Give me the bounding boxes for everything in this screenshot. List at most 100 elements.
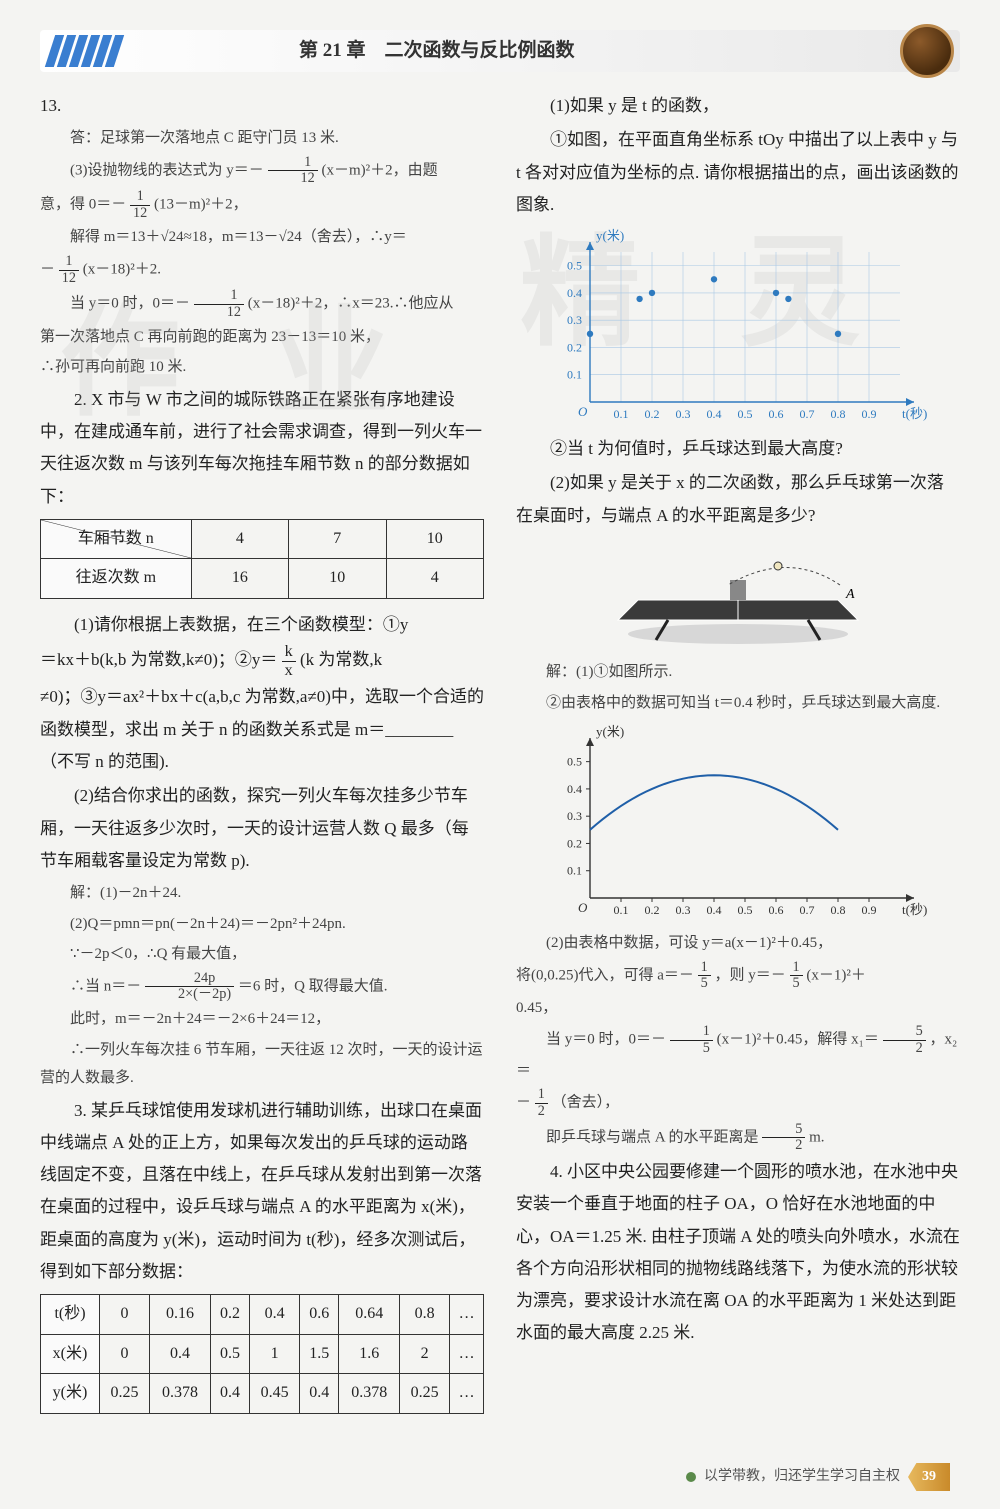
cell: 0 xyxy=(100,1295,150,1334)
solution: 解：(1)①如图所示. xyxy=(516,658,960,687)
text: － 112 (x－18)²＋2. xyxy=(40,254,484,286)
cell: 7 xyxy=(289,519,386,558)
text: 解得 m＝13＋√24≈18，m＝13－√24（舍去），∴y＝ xyxy=(40,223,484,252)
solution: 将(0,0.25)代入，可得 a＝－ 15 ，则 y＝－ 15 (x－1)²＋ xyxy=(516,960,960,992)
text: 意，得 0＝－ 112 (13－m)²＋2， xyxy=(40,189,484,221)
cell: … xyxy=(450,1295,484,1334)
svg-text:0.7: 0.7 xyxy=(800,407,815,421)
page-footer: 以学带教，归还学生学习自主权 39 xyxy=(686,1463,950,1491)
svg-text:0.2: 0.2 xyxy=(645,407,660,421)
cell: 1 xyxy=(250,1334,300,1373)
text: (1)如果 y 是 t 的函数， xyxy=(516,90,960,122)
cell: t(秒) xyxy=(41,1295,100,1334)
cell: 0.4 xyxy=(300,1374,339,1413)
table-train: 车厢节数 n 4 7 10 往返次数 m 16 10 4 xyxy=(40,519,484,599)
problem-3: 3. 某乒乓球馆使用发球机进行辅助训练，出球口在桌面中线端点 A 处的正上方，如… xyxy=(40,1095,484,1289)
problem-4: 4. 小区中央公园要修建一个圆形的喷水池，在水池中央安装一个垂直于地面的柱子 O… xyxy=(516,1156,960,1350)
cell: 0.5 xyxy=(210,1334,249,1373)
text: 13. xyxy=(40,90,484,122)
cell: 1.6 xyxy=(339,1334,400,1373)
cell: 4 xyxy=(386,559,483,598)
cell: … xyxy=(450,1334,484,1373)
chapter-header: 第 21 章 二次函数与反比例函数 xyxy=(40,30,960,72)
svg-text:0.3: 0.3 xyxy=(676,407,691,421)
svg-text:0.6: 0.6 xyxy=(769,903,784,917)
page: 第 21 章 二次函数与反比例函数 作 业 精 灵 13. 答：足球第一次落地点… xyxy=(40,30,960,1479)
text: ②当 t 为何值时，乒乓球达到最大高度? xyxy=(516,433,960,465)
svg-text:0.1: 0.1 xyxy=(614,903,629,917)
svg-text:0.1: 0.1 xyxy=(567,864,582,878)
cell: 4 xyxy=(191,519,288,558)
text: 当 y＝0 时，0＝－ 112 (x－18)²＋2，∴x＝23.∴他应从 xyxy=(40,288,484,320)
svg-text:0.8: 0.8 xyxy=(831,407,846,421)
cell: x(米) xyxy=(41,1334,100,1373)
svg-text:y(米): y(米) xyxy=(596,228,624,243)
right-column: (1)如果 y 是 t 的函数， ①如图，在平面直角坐标系 tOy 中描出了以上… xyxy=(516,90,960,1424)
svg-text:0.4: 0.4 xyxy=(707,407,722,421)
two-column-layout: 13. 答：足球第一次落地点 C 距守门员 13 米. (3)设抛物线的表达式为… xyxy=(40,90,960,1424)
cell: 0.16 xyxy=(150,1295,211,1334)
solution: (2)Q＝pmn＝pn(－2n＋24)＝－2pn²＋24pn. xyxy=(40,910,484,939)
cell: 往返次数 m xyxy=(41,559,192,598)
solution: ∵－2p＜0，∴Q 有最大值， xyxy=(40,940,484,969)
svg-text:0.3: 0.3 xyxy=(567,313,582,327)
text: ∴孙可再向前跑 10 米. xyxy=(40,353,484,382)
svg-text:0.5: 0.5 xyxy=(567,755,582,769)
footer-dot-icon xyxy=(686,1472,696,1482)
svg-text:O: O xyxy=(578,404,588,419)
chart-scatter: 0.10.20.30.40.50.60.70.80.90.10.20.30.40… xyxy=(548,227,928,427)
footer-text: 以学带教，归还学生学习自主权 xyxy=(704,1464,900,1491)
header-emblem-icon xyxy=(900,24,954,78)
svg-text:0.1: 0.1 xyxy=(567,368,582,382)
chart-parabola: 0.10.20.30.40.50.60.70.80.90.10.20.30.40… xyxy=(548,723,928,923)
left-column: 13. 答：足球第一次落地点 C 距守门员 13 米. (3)设抛物线的表达式为… xyxy=(40,90,484,1424)
text: (3)设抛物线的表达式为 y＝－ 112 (x－m)²＋2，由题 xyxy=(40,155,484,187)
svg-text:0.9: 0.9 xyxy=(862,903,877,917)
header-stripes xyxy=(50,35,119,67)
svg-text:0.4: 0.4 xyxy=(707,903,722,917)
cell: … xyxy=(450,1374,484,1413)
svg-text:t(秒): t(秒) xyxy=(902,406,927,421)
cell: 0.4 xyxy=(250,1295,300,1334)
svg-text:0.4: 0.4 xyxy=(567,782,582,796)
cell: 1.5 xyxy=(300,1334,339,1373)
text: (2)如果 y 是关于 x 的二次函数，那么乒乓球第一次落在桌面时，与端点 A … xyxy=(516,467,960,532)
cell: 0.25 xyxy=(400,1374,450,1413)
svg-text:A: A xyxy=(845,587,855,602)
svg-text:0.2: 0.2 xyxy=(567,837,582,851)
cell: 0.6 xyxy=(300,1295,339,1334)
text: ①如图，在平面直角坐标系 tOy 中描出了以上表中 y 与 t 各对对应值为坐标… xyxy=(516,124,960,221)
cell: 0.4 xyxy=(210,1374,249,1413)
svg-text:0.4: 0.4 xyxy=(567,286,582,300)
cell: 0.25 xyxy=(100,1374,150,1413)
cell: 0.8 xyxy=(400,1295,450,1334)
svg-text:t(秒): t(秒) xyxy=(902,902,927,917)
solution: 当 y＝0 时，0＝－ 15 (x－1)²＋0.45，解得 x₁＝ 52 ，x₂… xyxy=(516,1024,960,1085)
solution: ②由表格中的数据可知当 t＝0.4 秒时，乒乓球达到最大高度. xyxy=(516,689,960,718)
svg-text:0.1: 0.1 xyxy=(614,407,629,421)
solution: ∴当 n＝－ 24p2×(－2p) ＝6 时，Q 取得最大值. xyxy=(40,971,484,1003)
cell: 0.378 xyxy=(339,1374,400,1413)
svg-text:0.3: 0.3 xyxy=(567,809,582,823)
solution: 即乒乓球与端点 A 的水平距离是 52 m. xyxy=(516,1122,960,1154)
text: ＝kx＋b(k,b 为常数,k≠0)；②y＝ kx (k 为常数,k xyxy=(40,643,484,680)
text: (1)请你根据上表数据，在三个函数模型：①y xyxy=(40,609,484,641)
problem-2: 2. X 市与 W 市之间的城际铁路正在紧张有序地建设中，在建成通车前，进行了社… xyxy=(40,384,484,513)
svg-text:0.3: 0.3 xyxy=(676,903,691,917)
svg-text:0.5: 0.5 xyxy=(738,903,753,917)
cell: 0.64 xyxy=(339,1295,400,1334)
fraction: 112 xyxy=(268,155,318,187)
svg-text:y(米): y(米) xyxy=(596,724,624,739)
text: 第一次落地点 C 再向前跑的距离为 23－13＝10 米， xyxy=(40,323,484,352)
cell: 16 xyxy=(191,559,288,598)
table-tennis-figure: A xyxy=(608,540,868,650)
cell: 2 xyxy=(400,1334,450,1373)
text: ≠0)；③y＝ax²＋bx＋c(a,b,c 为常数,a≠0)中，选取一个合适的函… xyxy=(40,681,484,778)
cell: y(米) xyxy=(41,1374,100,1413)
solution: 解：(1)－2n＋24. xyxy=(40,879,484,908)
svg-text:0.9: 0.9 xyxy=(862,407,877,421)
svg-text:0.6: 0.6 xyxy=(769,407,784,421)
solution: (2)由表格中数据，可设 y＝a(x－1)²＋0.45， xyxy=(516,929,960,958)
chapter-title: 第 21 章 二次函数与反比例函数 xyxy=(299,33,575,69)
page-number: 39 xyxy=(908,1463,950,1491)
